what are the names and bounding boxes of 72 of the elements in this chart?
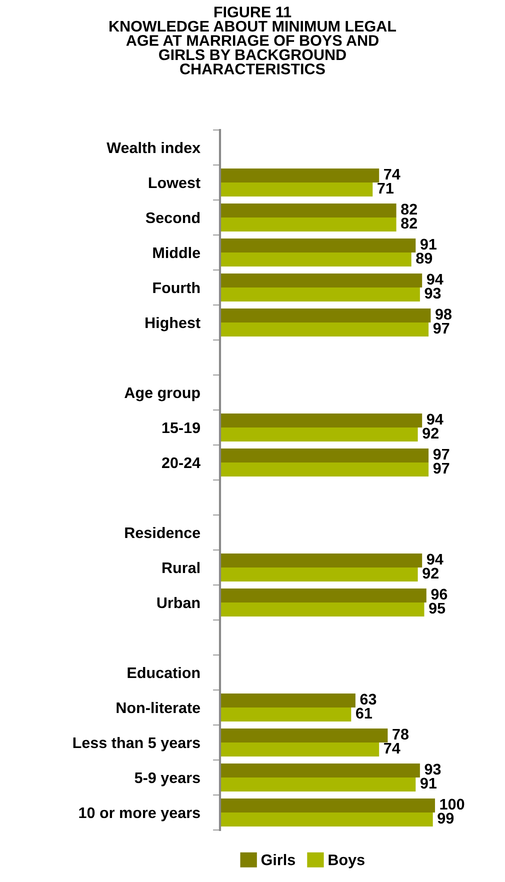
y-tick-label: 10 or more years bbox=[79, 807, 200, 822]
bar bbox=[220, 428, 418, 442]
y-tick-label: Less than 5 years bbox=[73, 736, 200, 752]
y-tick-label: 5-9 years bbox=[134, 772, 200, 786]
data-label: 63 bbox=[360, 694, 376, 705]
bar bbox=[220, 274, 422, 288]
bar bbox=[220, 812, 433, 826]
y-tick-label: Residence bbox=[125, 526, 200, 538]
y-tick-label: Age group bbox=[124, 387, 200, 402]
data-label: 98 bbox=[436, 308, 452, 320]
data-label: 96 bbox=[431, 588, 448, 600]
data-label: 92 bbox=[422, 568, 438, 579]
bar bbox=[220, 728, 388, 742]
data-label: 97 bbox=[433, 448, 450, 460]
data-label: 61 bbox=[356, 708, 372, 719]
bar bbox=[220, 414, 422, 428]
bar bbox=[220, 252, 412, 266]
data-label: 82 bbox=[401, 204, 417, 215]
data-label: 89 bbox=[416, 252, 432, 264]
data-label: 71 bbox=[378, 182, 394, 194]
data-label: 93 bbox=[424, 764, 441, 775]
bar bbox=[220, 462, 429, 476]
data-label: 93 bbox=[424, 288, 441, 299]
data-label: 95 bbox=[429, 602, 446, 614]
data-label: 94 bbox=[426, 554, 444, 565]
bar bbox=[220, 238, 416, 252]
legend-label: Boys bbox=[328, 854, 364, 868]
data-label: 92 bbox=[422, 428, 438, 439]
y-tick-label: Second bbox=[146, 212, 200, 224]
y-tick-label: Middle bbox=[153, 246, 200, 258]
y-tick-label: Urban bbox=[157, 596, 200, 608]
bar bbox=[220, 308, 431, 322]
bar bbox=[220, 742, 380, 756]
bar bbox=[220, 568, 418, 582]
y-tick-label: Non-literate bbox=[116, 702, 200, 714]
data-label: 94 bbox=[426, 274, 444, 285]
chart-title: FIGURE 11 KNOWLEDGE ABOUT MINIMUM LEGAL AGE AT MARRIAGE OF BOYS AND GIRLS BY BACKGROUND CHARACTERISTICS bbox=[110, 6, 396, 74]
bar bbox=[220, 448, 429, 462]
bar bbox=[220, 602, 424, 616]
y-tick-label: Education bbox=[128, 666, 200, 678]
bar bbox=[220, 182, 373, 196]
data-label: 97 bbox=[433, 322, 450, 334]
data-label: 97 bbox=[433, 462, 450, 474]
bar bbox=[220, 288, 420, 302]
data-label: 91 bbox=[420, 778, 437, 789]
bar bbox=[220, 588, 426, 602]
y-tick-label: 15-19 bbox=[162, 422, 200, 434]
bar bbox=[220, 778, 416, 792]
bar bbox=[220, 218, 396, 232]
bar bbox=[220, 168, 380, 182]
data-label: 94 bbox=[426, 414, 444, 425]
y-tick-label: 20-24 bbox=[162, 457, 200, 468]
bar bbox=[220, 322, 429, 336]
bar bbox=[220, 694, 356, 708]
data-label: 74 bbox=[384, 742, 400, 754]
y-tick-label: Highest bbox=[146, 316, 200, 332]
y-tick-label: Wealth index bbox=[106, 142, 200, 154]
bar bbox=[220, 764, 420, 778]
data-label: 91 bbox=[420, 238, 437, 250]
legend-label: Girls bbox=[261, 854, 295, 866]
data-label: 78 bbox=[392, 728, 409, 740]
y-tick-label: Fourth bbox=[153, 282, 200, 294]
bar bbox=[220, 204, 396, 218]
data-label: 99 bbox=[438, 812, 454, 824]
y-tick-label: Lowest bbox=[148, 178, 200, 188]
data-label: 74 bbox=[384, 168, 400, 180]
data-label: 82 bbox=[401, 218, 417, 229]
bar bbox=[220, 708, 352, 722]
bar bbox=[220, 554, 422, 568]
bar bbox=[220, 798, 435, 812]
y-tick-label: Rural bbox=[162, 562, 200, 574]
data-label: 100 bbox=[440, 798, 464, 810]
